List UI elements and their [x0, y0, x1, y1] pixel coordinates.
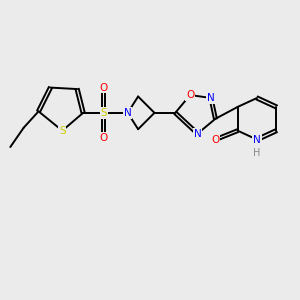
- Text: N: N: [124, 108, 132, 118]
- Text: O: O: [100, 133, 108, 143]
- Text: H: H: [253, 148, 261, 158]
- Text: O: O: [100, 82, 108, 93]
- Text: S: S: [100, 108, 107, 118]
- Text: N: N: [194, 129, 201, 139]
- Text: N: N: [253, 135, 261, 145]
- Text: O: O: [186, 90, 194, 100]
- Text: N: N: [207, 93, 215, 103]
- Text: S: S: [59, 126, 66, 136]
- Text: O: O: [211, 135, 220, 145]
